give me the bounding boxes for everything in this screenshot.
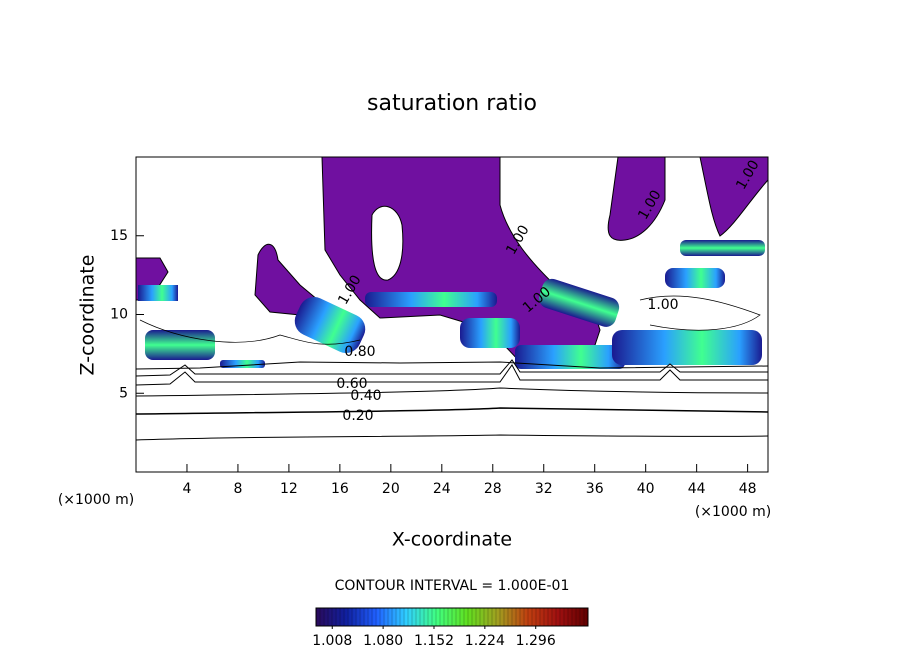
y-tick-label: 10 (110, 307, 128, 323)
x-tick-label: 24 (433, 481, 451, 497)
colorbar-tick-label: 1.296 (516, 633, 556, 649)
contour-label: 0.80 (344, 344, 375, 360)
x-axis-label: X-coordinate (392, 529, 512, 551)
x-tick-label: 44 (688, 481, 706, 497)
chart-title: saturation ratio (367, 91, 537, 116)
x-tick-label: 12 (280, 481, 298, 497)
x-tick-label: 8 (233, 481, 242, 497)
x-tick-label: 4 (183, 481, 192, 497)
field (136, 157, 768, 441)
contour-label: 0.20 (342, 408, 373, 424)
x-unit: (×1000 m) (695, 504, 771, 520)
colorbar-tick-label: 1.008 (312, 633, 352, 649)
y-unit: (×1000 m) (58, 492, 134, 508)
colorbar-tick-label: 1.224 (465, 633, 505, 649)
contour-label: 0.40 (350, 388, 381, 404)
x-tick-label: 28 (484, 481, 502, 497)
x-tick-label: 40 (637, 481, 655, 497)
y-tick-label: 5 (119, 385, 128, 401)
x-tick-label: 48 (739, 481, 757, 497)
contour-label: 1.00 (647, 297, 678, 313)
x-tick-label: 32 (535, 481, 553, 497)
y-tick-label: 15 (110, 228, 128, 244)
x-tick-label: 36 (586, 481, 604, 497)
contour-interval: CONTOUR INTERVAL = 1.000E-01 (335, 578, 570, 594)
x-tick-label: 16 (331, 481, 349, 497)
colorbar (315, 607, 589, 627)
colorbar-tick-label: 1.080 (363, 633, 403, 649)
colorbar-tick-label: 1.152 (414, 633, 454, 649)
contour-label: 0.60 (336, 376, 367, 392)
x-tick-label: 20 (382, 481, 400, 497)
y-axis-label: Z-coordinate (77, 255, 99, 376)
